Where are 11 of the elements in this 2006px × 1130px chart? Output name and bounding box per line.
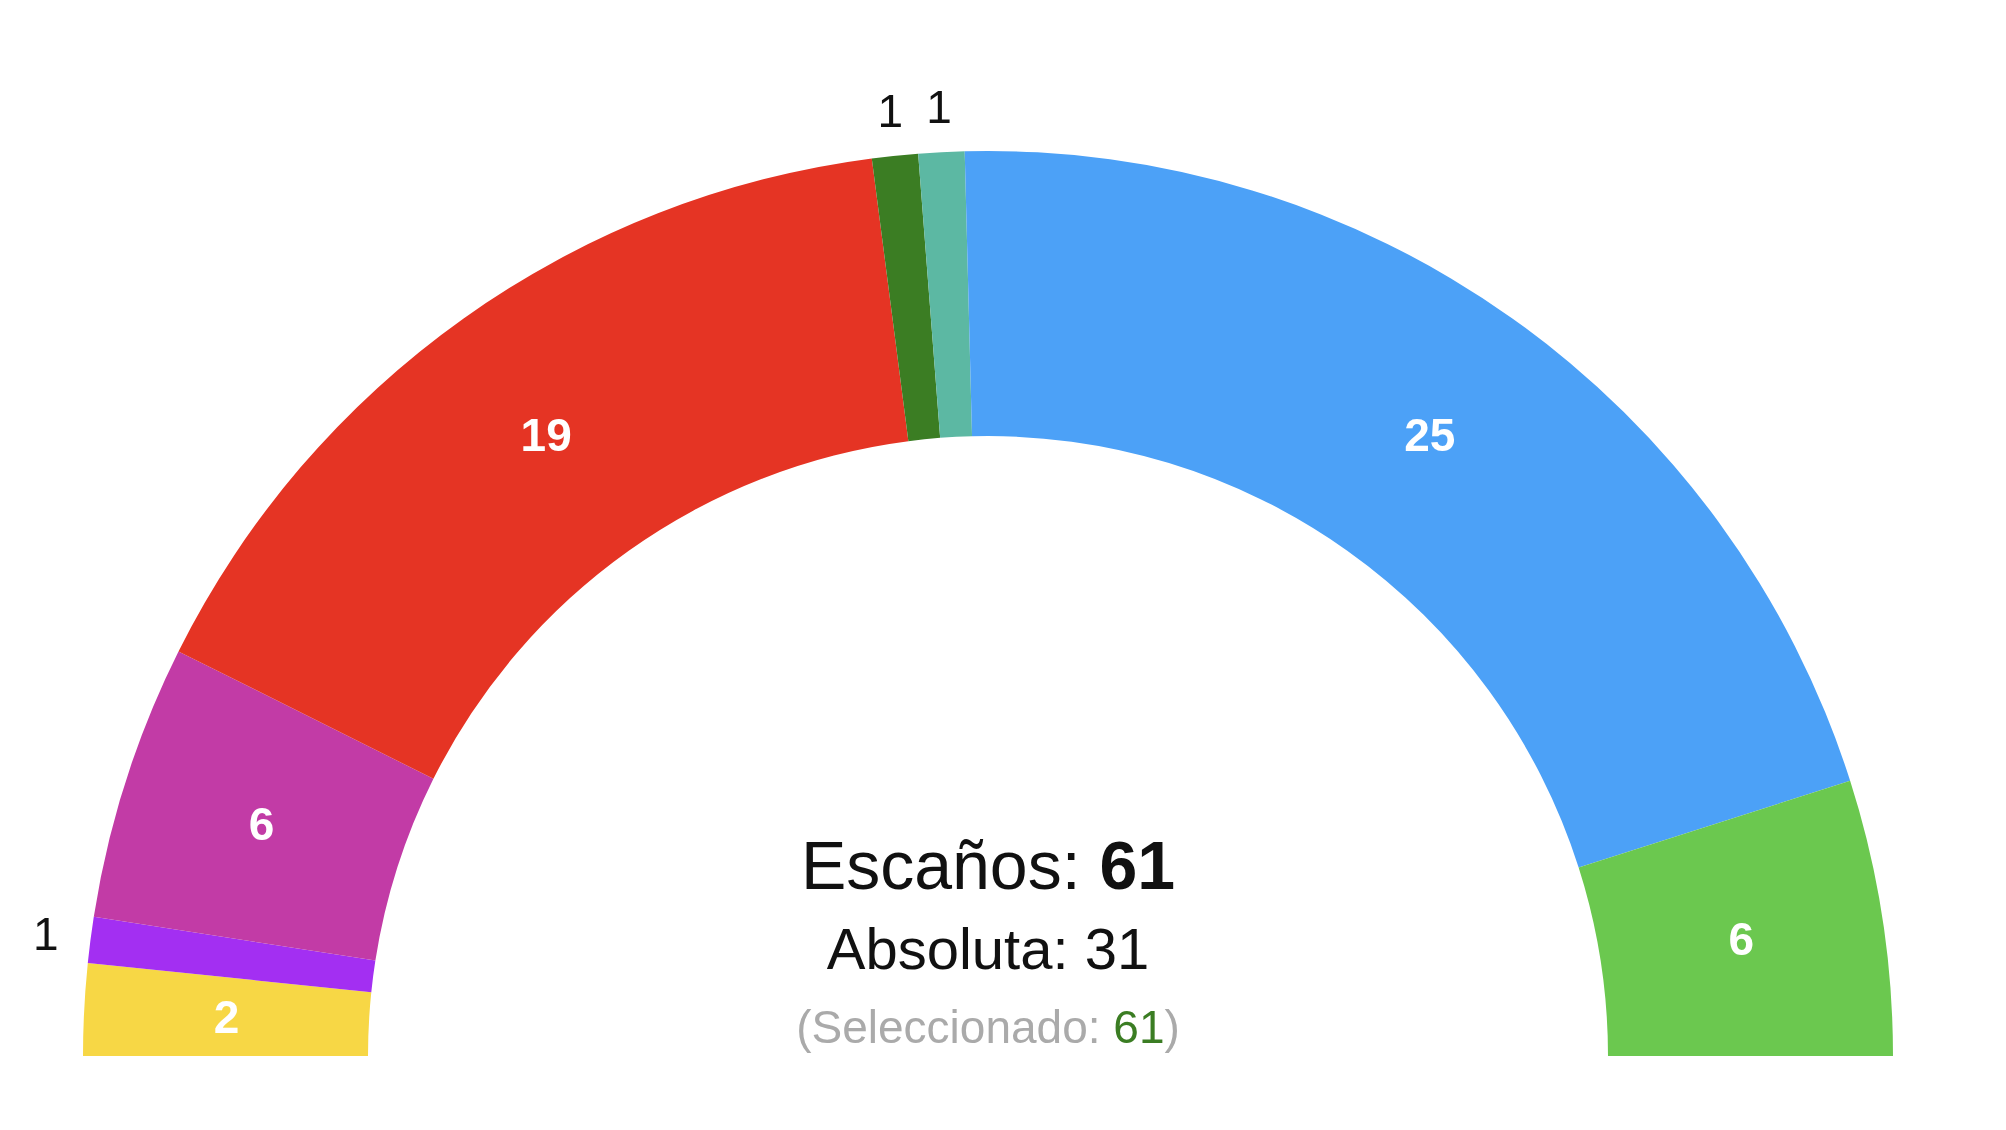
text: Escaños: 61 xyxy=(800,827,1176,903)
text: Absoluta: 31 xyxy=(826,915,1150,981)
text: (Seleccionado: 61) xyxy=(796,1001,1180,1053)
data-label: 6 xyxy=(248,798,275,851)
data-label: 1 xyxy=(877,85,904,138)
data-label: 1 xyxy=(33,908,59,961)
data-label: 6 xyxy=(1728,912,1755,965)
data-label: 1 xyxy=(926,81,952,134)
data-label: 25 xyxy=(1404,408,1456,461)
data-label: 19 xyxy=(520,408,572,461)
data-label: 2 xyxy=(213,990,240,1043)
